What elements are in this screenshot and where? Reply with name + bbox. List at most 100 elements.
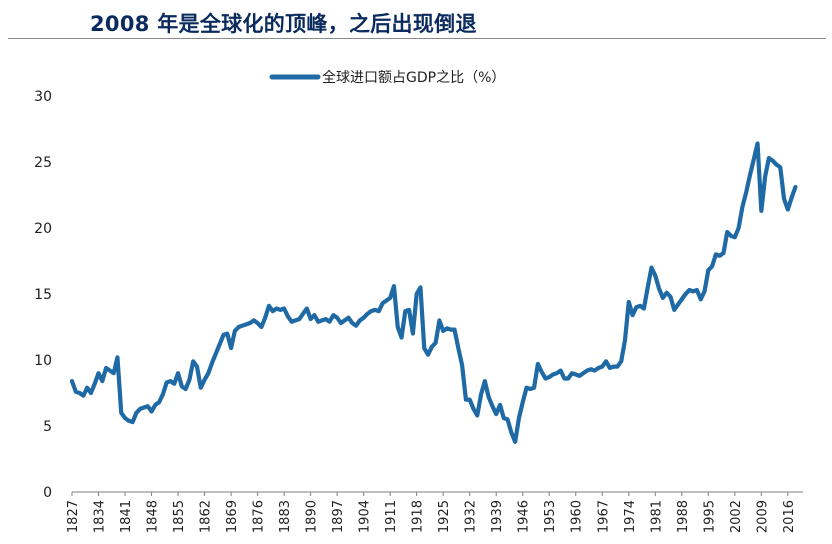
x-tick-label: 1981 <box>649 500 664 533</box>
data-point <box>548 376 551 379</box>
x-tick-label: 1939 <box>490 500 505 533</box>
y-tick-label: 20 <box>34 221 52 237</box>
data-point <box>286 315 289 318</box>
y-tick-label: 15 <box>34 287 52 303</box>
data-point <box>180 385 183 388</box>
data-point <box>677 303 680 306</box>
data-point <box>714 253 717 256</box>
x-tick-label: 1967 <box>596 500 611 533</box>
data-point <box>116 356 119 359</box>
data-point <box>457 347 460 350</box>
data-point <box>184 388 187 391</box>
data-point <box>760 209 763 212</box>
data-point <box>279 308 282 311</box>
data-point <box>544 377 547 380</box>
data-point <box>756 142 759 145</box>
data-point <box>631 314 634 317</box>
data-point <box>86 386 89 389</box>
data-point <box>396 326 399 329</box>
legend: 全球进口额占GDP之比（%） <box>269 69 505 86</box>
data-point <box>127 419 130 422</box>
data-point <box>536 362 539 365</box>
x-tick-label: 1911 <box>384 500 399 533</box>
data-point <box>752 158 755 161</box>
x-tick-label: 1932 <box>464 500 479 533</box>
x-tick-label: 1834 <box>93 500 108 533</box>
data-point <box>146 405 149 408</box>
data-point <box>601 365 604 368</box>
data-point <box>559 369 562 372</box>
data-point <box>529 388 532 391</box>
data-point <box>711 265 714 268</box>
data-point <box>650 266 653 269</box>
data-point <box>627 300 630 303</box>
data-point <box>339 322 342 325</box>
data-point <box>684 293 687 296</box>
data-point <box>267 304 270 307</box>
data-point <box>673 308 676 311</box>
x-tick-label: 1904 <box>358 500 373 533</box>
data-point <box>514 440 517 443</box>
data-point <box>718 254 721 257</box>
data-point <box>620 360 623 363</box>
y-tick-label: 25 <box>34 155 52 171</box>
data-point <box>495 413 498 416</box>
data-point <box>124 417 127 420</box>
data-point <box>525 386 528 389</box>
data-point <box>730 234 733 237</box>
data-point <box>328 320 331 323</box>
data-point <box>389 296 392 299</box>
data-point <box>203 378 206 381</box>
data-point <box>658 287 661 290</box>
data-point <box>256 322 259 325</box>
data-point <box>355 324 358 327</box>
data-point <box>275 307 278 310</box>
data-point <box>635 306 638 309</box>
data-point <box>309 318 312 321</box>
data-point <box>188 378 191 381</box>
data-point <box>233 329 236 332</box>
data-point <box>400 336 403 339</box>
data-point <box>97 372 100 375</box>
data-point <box>563 377 566 380</box>
data-point <box>661 296 664 299</box>
data-point <box>733 236 736 239</box>
title-divider <box>8 38 826 39</box>
data-point <box>411 332 414 335</box>
data-point <box>586 369 589 372</box>
x-tick-label: 1869 <box>225 500 240 533</box>
data-point <box>408 308 411 311</box>
legend-label: 全球进口额占GDP之比（%） <box>322 69 505 86</box>
data-point <box>567 377 570 380</box>
data-point <box>336 316 339 319</box>
plot-area <box>69 141 798 444</box>
data-point <box>502 417 505 420</box>
data-point <box>165 381 168 384</box>
data-point <box>419 286 422 289</box>
data-point <box>491 405 494 408</box>
y-tick-label: 0 <box>43 485 52 501</box>
data-point <box>241 324 244 327</box>
data-point <box>343 319 346 322</box>
data-point <box>593 369 596 372</box>
data-point <box>646 286 649 289</box>
x-tick-label: 2002 <box>729 500 744 533</box>
data-point <box>82 394 85 397</box>
y-axis-ticks: 0 5 10 15 20 25 30 <box>34 89 52 501</box>
data-point <box>483 380 486 383</box>
data-point <box>748 174 751 177</box>
data-point <box>89 392 92 395</box>
data-point <box>199 386 202 389</box>
x-tick-label: 1918 <box>411 500 426 533</box>
data-point <box>555 372 558 375</box>
data-point <box>741 205 744 208</box>
data-point <box>252 319 255 322</box>
data-point <box>695 289 698 292</box>
data-point <box>688 289 691 292</box>
data-point <box>783 197 786 200</box>
data-point <box>476 414 479 417</box>
data-point <box>453 328 456 331</box>
data-point <box>139 407 142 410</box>
